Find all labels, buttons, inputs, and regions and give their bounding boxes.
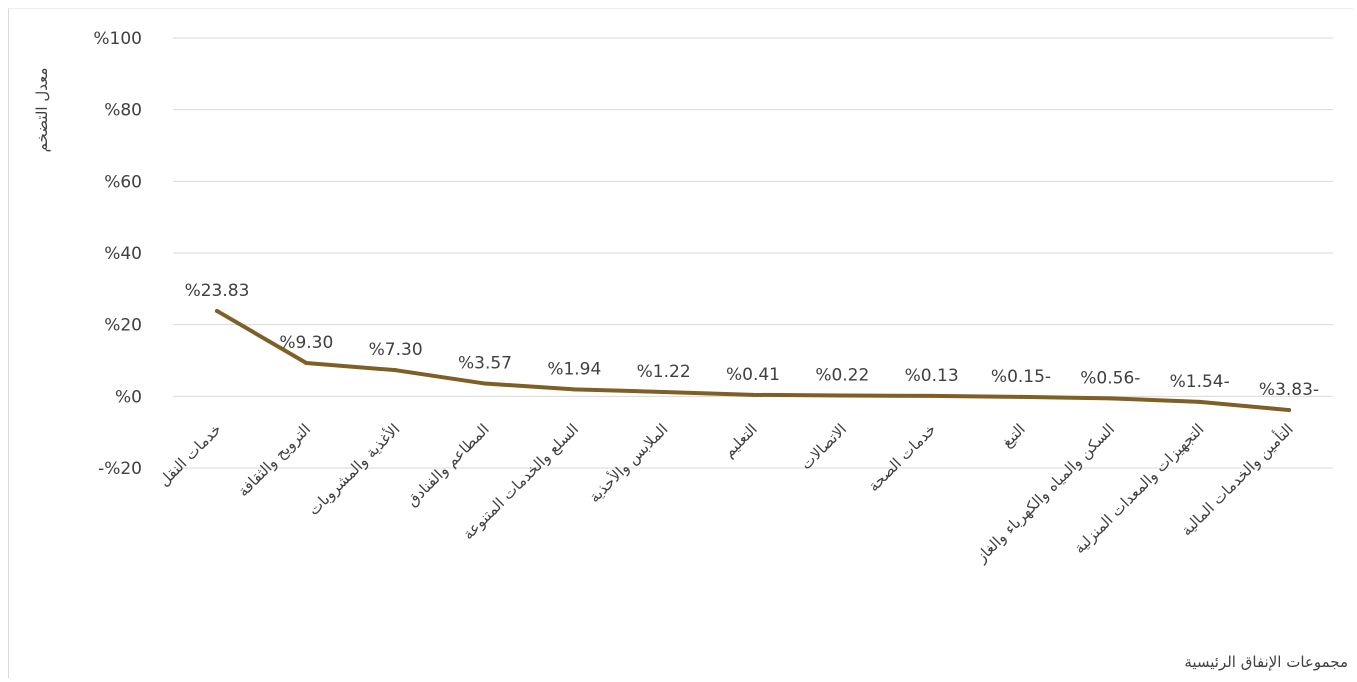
data-point xyxy=(661,389,666,394)
x-category-label: الترويح والثقافة xyxy=(234,420,314,500)
data-label: %3.83- xyxy=(1259,380,1319,400)
data-label: %0.22 xyxy=(815,366,869,386)
data-label: %1.54- xyxy=(1170,372,1230,392)
data-point xyxy=(572,387,577,392)
x-category-label: التعليم xyxy=(720,420,761,461)
data-point xyxy=(1019,394,1023,399)
data-point xyxy=(929,393,934,398)
data-label: %0.56- xyxy=(1080,368,1140,388)
y-tick-label: %100 xyxy=(93,29,142,49)
chart-frame xyxy=(8,8,1353,678)
x-category-label: خدمات النقل xyxy=(155,420,225,490)
data-point xyxy=(393,368,398,373)
data-point xyxy=(1287,408,1291,413)
data-point xyxy=(751,392,755,397)
gridlines xyxy=(173,37,1333,469)
y-tick-label: %80 xyxy=(104,101,142,121)
x-category-label: السكن والمياه والكهرباء والغاز xyxy=(972,420,1118,566)
y-tick-label: -%20 xyxy=(98,459,142,479)
y-axis-tick-labels: %100 %80 %60 %40 %20 %0 -%20 xyxy=(93,29,142,479)
data-label: %3.57 xyxy=(458,354,512,374)
data-point xyxy=(304,361,309,366)
series-line-group xyxy=(215,308,1291,413)
y-axis-title: معدل التضخم xyxy=(33,68,51,153)
x-category-label: الملابس والأحذية xyxy=(585,419,672,506)
data-point xyxy=(1108,396,1113,401)
x-category-label: المطاعم والفنادق xyxy=(403,420,493,510)
y-tick-label: %40 xyxy=(104,244,142,264)
x-axis-title: مجموعات الإنفاق الرئيسية xyxy=(1184,653,1348,671)
x-category-label: الأغذية والمشروبات xyxy=(304,419,404,519)
data-label: %23.83 xyxy=(185,281,250,301)
y-tick-label: %20 xyxy=(104,316,142,336)
x-category-label: خدمات الصحة xyxy=(864,420,939,495)
data-label: %0.13 xyxy=(905,366,959,386)
data-point xyxy=(215,308,219,313)
data-labels: %23.83 %9.30 %7.30 %3.57 %1.94 %1.22 %0.41 %0.2… xyxy=(185,281,1319,400)
data-label: %0.41 xyxy=(726,365,780,385)
x-category-label: الاتصالات xyxy=(797,420,850,473)
data-point xyxy=(483,381,487,386)
data-point xyxy=(1197,399,1202,404)
data-label: %0.15- xyxy=(991,367,1051,387)
data-point xyxy=(840,393,845,398)
data-label: %9.30 xyxy=(279,333,333,353)
data-label: %1.94 xyxy=(547,359,601,379)
y-tick-label: %60 xyxy=(104,172,142,192)
x-category-label: التبغ xyxy=(998,420,1029,451)
data-label: %7.30 xyxy=(369,340,423,360)
y-tick-label: %0 xyxy=(115,387,142,407)
data-label: %1.22 xyxy=(637,362,691,382)
